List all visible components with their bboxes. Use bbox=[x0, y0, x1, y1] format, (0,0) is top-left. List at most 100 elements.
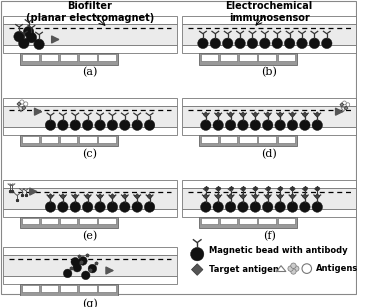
Polygon shape bbox=[290, 194, 295, 199]
Bar bbox=[182, 98, 356, 106]
Polygon shape bbox=[253, 112, 258, 117]
Bar bbox=[182, 127, 356, 135]
Circle shape bbox=[291, 263, 296, 268]
Polygon shape bbox=[147, 194, 152, 199]
Text: (a): (a) bbox=[82, 67, 98, 77]
Bar bbox=[239, 136, 256, 142]
Circle shape bbox=[88, 264, 97, 273]
Bar bbox=[3, 247, 177, 255]
Bar bbox=[41, 218, 58, 224]
Circle shape bbox=[346, 103, 350, 107]
Circle shape bbox=[250, 202, 261, 212]
Bar bbox=[182, 180, 356, 188]
Bar bbox=[239, 54, 256, 61]
Polygon shape bbox=[48, 194, 53, 199]
Bar bbox=[3, 180, 177, 188]
Bar bbox=[60, 54, 78, 61]
Circle shape bbox=[287, 202, 298, 212]
Bar bbox=[3, 188, 177, 209]
Circle shape bbox=[82, 202, 93, 212]
Circle shape bbox=[300, 202, 310, 212]
Circle shape bbox=[272, 38, 282, 49]
Circle shape bbox=[247, 38, 258, 49]
Circle shape bbox=[144, 202, 155, 212]
Bar bbox=[80, 286, 97, 292]
Polygon shape bbox=[110, 194, 115, 199]
Text: (g): (g) bbox=[82, 298, 98, 307]
Bar bbox=[99, 136, 116, 142]
Circle shape bbox=[120, 202, 130, 212]
Circle shape bbox=[24, 102, 28, 106]
Polygon shape bbox=[203, 194, 208, 199]
Circle shape bbox=[309, 38, 320, 49]
Bar bbox=[258, 136, 276, 142]
Polygon shape bbox=[228, 112, 233, 117]
Bar bbox=[258, 54, 276, 61]
Bar bbox=[182, 45, 356, 53]
Text: (c): (c) bbox=[82, 149, 98, 159]
Bar bbox=[199, 217, 297, 228]
Circle shape bbox=[297, 38, 307, 49]
Circle shape bbox=[291, 269, 296, 274]
Bar bbox=[22, 54, 39, 61]
Polygon shape bbox=[278, 112, 283, 117]
Bar bbox=[41, 286, 58, 292]
Bar bbox=[220, 54, 237, 61]
Bar bbox=[3, 98, 177, 106]
Bar bbox=[258, 218, 276, 224]
Circle shape bbox=[312, 202, 322, 212]
Polygon shape bbox=[17, 102, 21, 106]
Bar bbox=[182, 209, 356, 217]
Bar bbox=[182, 16, 356, 24]
Polygon shape bbox=[135, 194, 140, 199]
Polygon shape bbox=[122, 194, 128, 199]
Polygon shape bbox=[265, 194, 270, 199]
Circle shape bbox=[23, 26, 34, 37]
Circle shape bbox=[302, 264, 312, 274]
Text: (e): (e) bbox=[82, 231, 98, 241]
Bar bbox=[80, 218, 97, 224]
Bar bbox=[20, 53, 118, 64]
Polygon shape bbox=[22, 106, 26, 110]
Bar bbox=[3, 24, 177, 45]
Circle shape bbox=[235, 38, 245, 49]
Bar bbox=[201, 136, 218, 142]
Bar bbox=[3, 276, 177, 284]
Bar bbox=[99, 218, 116, 224]
Bar bbox=[3, 255, 177, 276]
Bar bbox=[22, 218, 39, 224]
Circle shape bbox=[34, 39, 44, 50]
Circle shape bbox=[71, 258, 80, 266]
Circle shape bbox=[58, 202, 68, 212]
Circle shape bbox=[107, 202, 118, 212]
Circle shape bbox=[70, 120, 81, 130]
Circle shape bbox=[95, 120, 105, 130]
Bar bbox=[20, 284, 118, 296]
Bar bbox=[199, 135, 297, 146]
Text: (f): (f) bbox=[263, 231, 276, 241]
Text: Electrochemical
immunosensor: Electrochemical immunosensor bbox=[225, 1, 313, 22]
Circle shape bbox=[275, 120, 285, 130]
Circle shape bbox=[45, 120, 56, 130]
Circle shape bbox=[73, 263, 81, 272]
Circle shape bbox=[222, 38, 233, 49]
Circle shape bbox=[120, 120, 130, 130]
Bar bbox=[220, 218, 237, 224]
Polygon shape bbox=[290, 112, 295, 117]
Polygon shape bbox=[216, 112, 221, 117]
Bar bbox=[22, 286, 39, 292]
Text: Magnetic bead with antibody: Magnetic bead with antibody bbox=[209, 246, 347, 255]
Bar bbox=[201, 218, 218, 224]
Circle shape bbox=[300, 120, 310, 130]
Circle shape bbox=[210, 38, 220, 49]
Circle shape bbox=[213, 120, 223, 130]
Circle shape bbox=[312, 120, 322, 130]
Circle shape bbox=[225, 202, 236, 212]
Circle shape bbox=[250, 120, 261, 130]
Polygon shape bbox=[253, 194, 258, 199]
Circle shape bbox=[262, 202, 273, 212]
Circle shape bbox=[95, 202, 105, 212]
Circle shape bbox=[201, 120, 211, 130]
Polygon shape bbox=[278, 194, 283, 199]
Circle shape bbox=[82, 120, 93, 130]
